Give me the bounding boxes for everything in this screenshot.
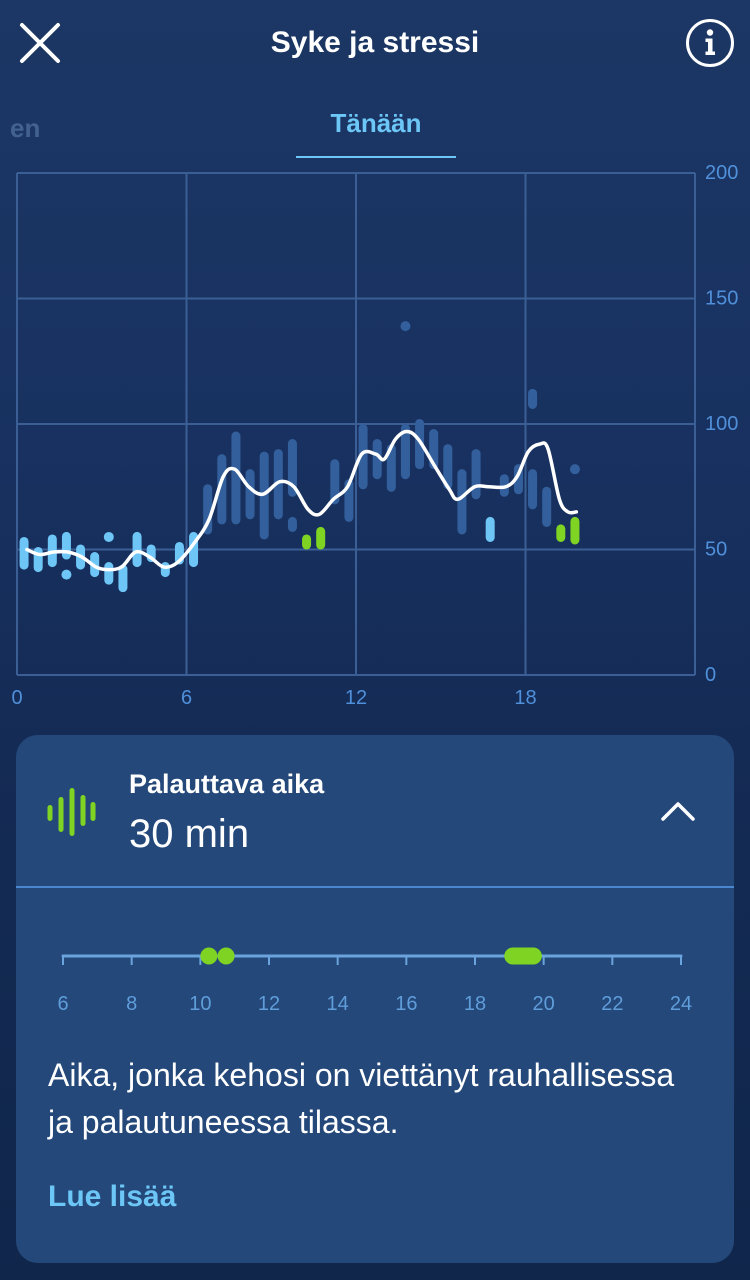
timeline-tick-label: 6 — [57, 993, 68, 1015]
tab-today-label: Tänään — [330, 108, 422, 138]
hr-range-bar — [203, 484, 213, 535]
recovery-title: Palauttava aika — [129, 769, 325, 799]
hr-range-bar — [330, 459, 340, 505]
timeline-tick-label: 14 — [327, 993, 349, 1015]
collapse-button[interactable] — [660, 794, 696, 830]
recovery-period-dot — [200, 947, 218, 965]
hr-line — [25, 429, 579, 572]
y-tick-label: 50 — [705, 539, 727, 561]
y-tick-label: 100 — [705, 413, 738, 435]
hr-range-bar — [386, 444, 396, 492]
close-button[interactable] — [18, 21, 62, 65]
hr-range-bar — [471, 449, 481, 500]
hr-range-bar — [104, 562, 114, 585]
read-more-link[interactable]: Lue lisää — [48, 1180, 177, 1213]
hr-range-bar — [245, 469, 255, 520]
hr-dot — [103, 531, 114, 542]
hr-range-bar — [457, 469, 467, 535]
hr-range-bar — [231, 431, 241, 525]
hr-range-bar — [570, 516, 580, 545]
hr-range-bar — [33, 546, 43, 573]
timeline-tick-label: 12 — [258, 993, 280, 1015]
hr-range-bar — [302, 534, 312, 550]
hr-range-bar — [217, 454, 227, 525]
chevron-up-icon[interactable] — [660, 794, 696, 830]
tab-previous-day[interactable]: en — [10, 113, 41, 143]
hr-range-bar — [19, 536, 29, 570]
y-tick-label: 200 — [705, 162, 738, 184]
hr-range-bar — [372, 439, 382, 480]
hr-range-bar — [528, 469, 538, 510]
page-title: Syke ja stressi — [270, 26, 480, 59]
hr-range-bar — [542, 486, 552, 527]
timeline-tick-label: 20 — [533, 993, 555, 1015]
y-tick-label: 150 — [705, 288, 738, 310]
timeline-tick-label: 10 — [189, 993, 211, 1015]
timeline-tick-label: 24 — [670, 993, 692, 1015]
hr-range-bar — [358, 424, 368, 490]
y-tick-label: 0 — [705, 664, 716, 686]
hr-range-bar — [485, 516, 495, 542]
x-tick-label: 0 — [11, 687, 22, 709]
hr-range-bar — [160, 562, 170, 578]
x-tick-label: 6 — [181, 687, 192, 709]
recovery-wave-icon — [47, 788, 96, 836]
hr-range-bar — [61, 531, 71, 560]
hr-range-bar — [132, 531, 142, 568]
recovery-period-bar — [504, 947, 542, 965]
timeline-tick-label: 8 — [126, 993, 137, 1015]
hr-range-bar — [118, 564, 128, 593]
hr-dot — [61, 569, 72, 580]
hr-range-bar — [556, 524, 566, 542]
hr-range-bar — [443, 444, 453, 490]
hr-dot — [400, 321, 411, 332]
info-button[interactable] — [685, 18, 735, 68]
recovery-value: 30 min — [129, 812, 250, 856]
info-icon[interactable] — [685, 18, 735, 68]
recovery-timeline: 6 8 10 12 14 16 18 20 22 24 — [57, 947, 692, 1015]
timeline-tick-label: 18 — [464, 993, 486, 1015]
hr-dot — [569, 464, 580, 475]
hr-range-bar — [400, 424, 410, 480]
hr-range-bar — [287, 516, 297, 532]
card-divider — [16, 886, 734, 888]
recovery-period-dot — [217, 947, 235, 965]
timeline-tick-label: 22 — [601, 993, 623, 1015]
active-tab-indicator — [296, 156, 456, 158]
hr-range-bar — [316, 526, 326, 550]
timeline-tick-label: 16 — [395, 993, 417, 1015]
heart-rate-chart: 0 50 100 150 200 0 6 12 18 — [11, 162, 738, 709]
hr-range-bar — [528, 388, 538, 409]
x-tick-label: 18 — [514, 687, 536, 709]
close-icon[interactable] — [18, 21, 62, 65]
recovery-time-card: Palauttava aika 30 min 6 8 10 12 14 16 18 20 22 2… — [16, 735, 734, 1263]
x-tick-label: 12 — [345, 687, 367, 709]
recovery-description: Aika, jonka kehosi on viettänyt rauhalli… — [48, 1057, 675, 1140]
tab-today[interactable]: Tänään — [296, 104, 456, 158]
